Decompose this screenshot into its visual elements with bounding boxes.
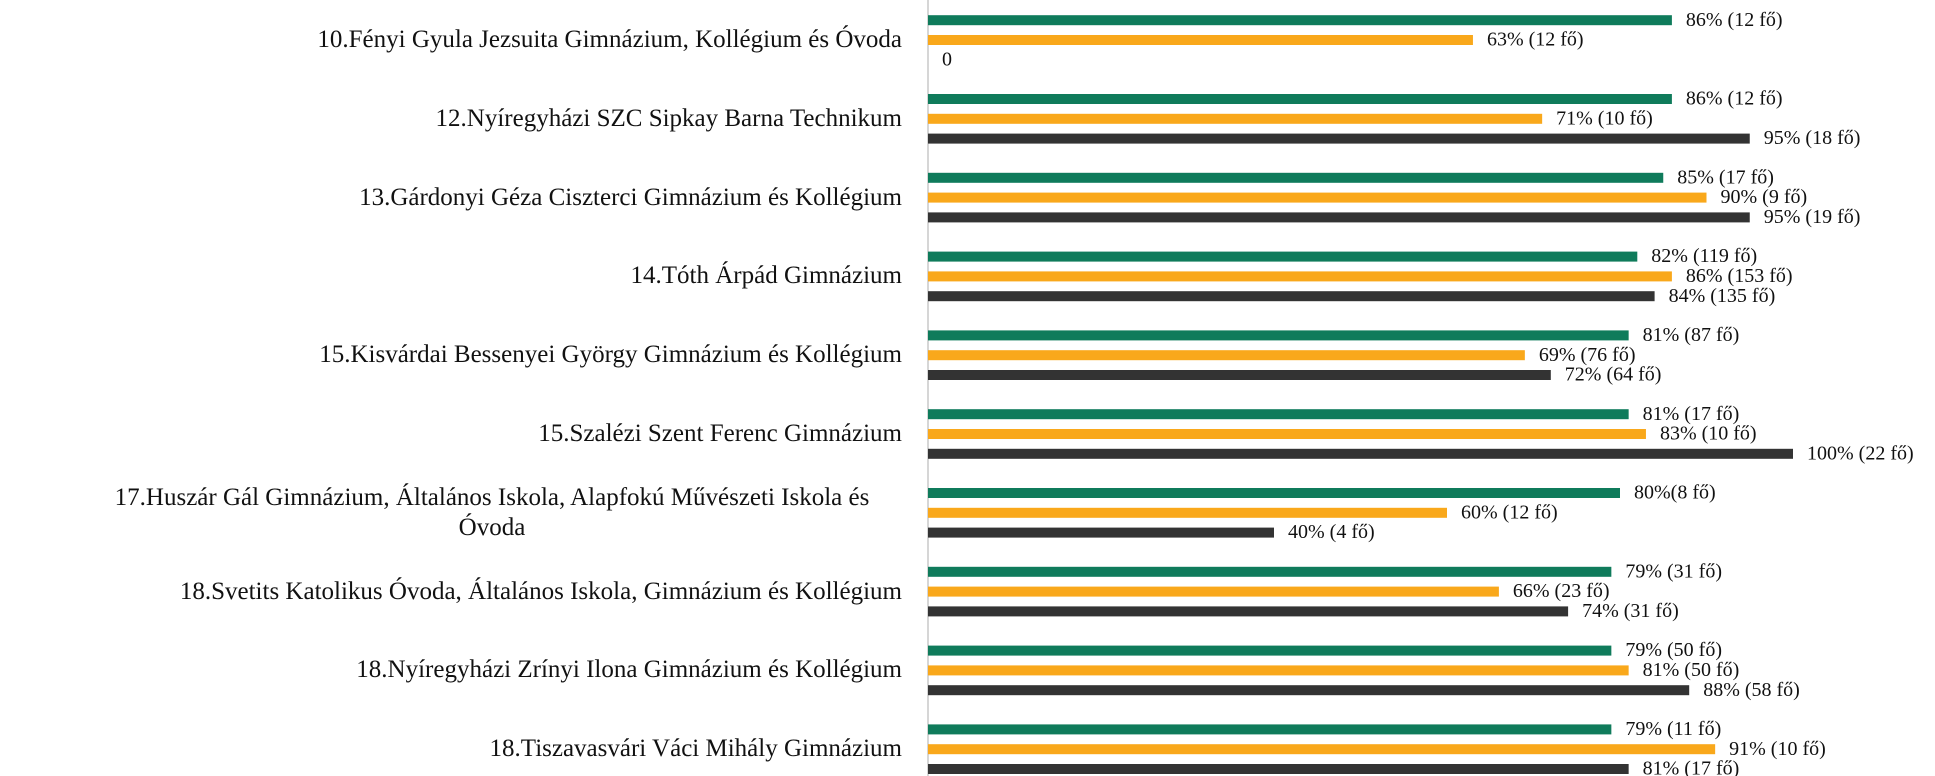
data-label: 95% (18 fő) [1764,127,1861,149]
bar [928,330,1629,341]
category-label: 18.Nyíregyházi Zrínyi Ilona Gimnázium és… [356,656,902,684]
category-label: 13.Gárdonyi Géza Ciszterci Gimnázium és … [359,183,902,211]
data-label: 81% (17 fő) [1643,758,1740,776]
category-label: 15.Kisvárdai Bessenyei György Gimnázium … [319,341,902,369]
data-label: 80%(8 fő) [1634,482,1716,504]
bar [928,665,1629,676]
data-label: 74% (31 fő) [1582,600,1679,622]
data-label: 86% (153 fő) [1686,265,1793,287]
bar [928,291,1655,302]
data-label: 84% (135 fő) [1669,285,1776,307]
data-label: 81% (50 fő) [1643,659,1740,681]
bar [928,212,1750,223]
bar [928,527,1274,538]
data-label: 63% (12 fő) [1487,29,1584,51]
bar [928,685,1690,696]
data-label: 95% (19 fő) [1764,206,1861,228]
category-label: 17.Huszár Gál Gimnázium, Általános Iskol… [114,483,870,541]
bar [928,645,1612,656]
bar [928,35,1473,45]
bar [928,370,1551,380]
bar [928,251,1638,262]
data-label: 82% (119 fő) [1651,245,1757,267]
data-label: 88% (58 fő) [1703,679,1800,701]
data-label: 83% (10 fő) [1660,423,1757,445]
bar [928,764,1629,774]
data-label: 100% (22 fő) [1807,442,1914,464]
bar [928,606,1569,617]
bar [928,350,1525,361]
data-label: 69% (76 fő) [1539,344,1636,366]
data-label: 86% (12 fő) [1686,88,1783,110]
bar [928,448,1793,459]
bar [928,566,1612,577]
data-label: 0 [942,48,952,70]
data-label: 81% (87 fő) [1643,324,1740,346]
bar [928,507,1447,518]
bar [928,409,1629,420]
data-label: 90% (9 fő) [1721,186,1808,208]
data-label: 85% (17 fő) [1677,166,1774,188]
category-label: 18.Svetits Katolikus Óvoda, Általános Is… [179,577,902,605]
data-label: 79% (31 fő) [1625,560,1722,582]
data-label: 72% (64 fő) [1565,364,1662,386]
bar [928,15,1672,26]
data-label: 79% (11 fő) [1625,718,1721,740]
bar [928,271,1672,282]
data-label: 71% (10 fő) [1556,107,1653,129]
bar [928,429,1646,439]
bar [928,113,1543,124]
category-label: 15.Szalézi Szent Ferenc Gimnázium [538,420,902,447]
data-label: 40% (4 fő) [1288,521,1375,543]
data-label: 66% (23 fő) [1513,580,1610,602]
bar [928,586,1499,597]
bar [928,488,1620,498]
data-label: 91% (10 fő) [1729,738,1826,760]
data-label: 79% (50 fő) [1625,639,1722,661]
data-label: 60% (12 fő) [1461,501,1558,523]
data-label: 81% (17 fő) [1643,403,1740,425]
category-label: 10.Fényi Gyula Jezsuita Gimnázium, Kollé… [317,26,902,53]
bar [928,192,1707,203]
bar [928,724,1612,735]
data-label: 86% (12 fő) [1686,9,1783,31]
category-label: 18.Tiszavasvári Váci Mihály Gimnázium [489,735,902,763]
category-label: 14.Tóth Árpád Gimnázium [630,262,902,290]
bar [928,94,1672,104]
bar [928,133,1750,144]
bar [928,744,1716,755]
bar [928,172,1664,183]
category-label: 12.Nyíregyházi SZC Sipkay Barna Techniku… [435,104,902,132]
